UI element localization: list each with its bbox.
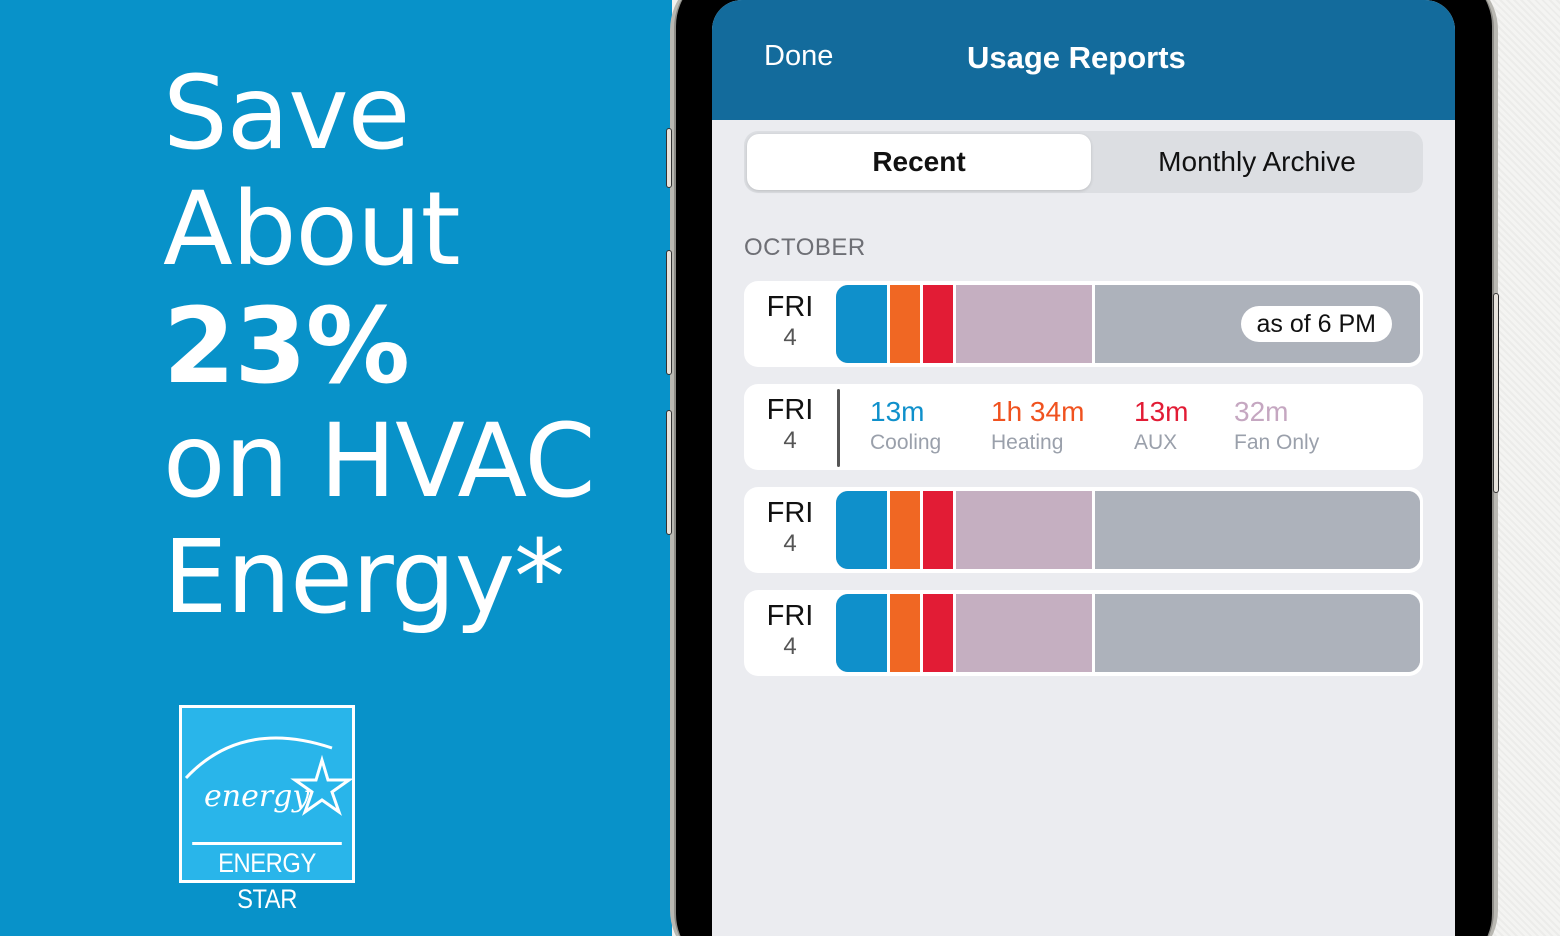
stat-label: Cooling xyxy=(870,431,942,454)
volume-up-button xyxy=(666,250,672,375)
row-divider xyxy=(837,389,840,467)
usage-row[interactable]: FRI 4 xyxy=(744,590,1423,676)
tab-monthly-archive[interactable]: Monthly Archive xyxy=(1158,146,1356,177)
bar-segment-cooling xyxy=(836,594,890,672)
energy-star-label: ENERGY STAR xyxy=(192,842,342,914)
section-header-month: OCTOBER xyxy=(744,234,866,261)
stat-value: 32m xyxy=(1234,396,1289,427)
stat-label: AUX xyxy=(1134,431,1178,454)
stat-aux: 13m AUX xyxy=(1134,396,1188,458)
day-of-week: FRI xyxy=(766,600,814,632)
bar-segment-fan-only xyxy=(956,594,1095,672)
stat-label: Heating xyxy=(991,431,1064,454)
tab-recent[interactable]: Recent xyxy=(747,134,1091,190)
day-number: 4 xyxy=(783,633,797,660)
bar-segment-off xyxy=(1095,491,1420,569)
bar-segment-fan-only xyxy=(956,491,1095,569)
day-number: 4 xyxy=(783,530,797,557)
volume-down-button xyxy=(666,410,672,535)
bar-segment-cooling xyxy=(836,491,890,569)
stat-heating: 1h 34m Heating xyxy=(991,396,1084,458)
day-of-week: FRI xyxy=(766,497,814,529)
stat-value: 13m xyxy=(1134,396,1189,427)
stat-cooling: 13m Cooling xyxy=(870,396,941,458)
bar-segment-fan-only xyxy=(956,285,1095,363)
bar-segment-aux xyxy=(923,594,956,672)
wall-background xyxy=(1490,0,1560,936)
page-title: Usage Reports xyxy=(967,40,1186,75)
day-number: 4 xyxy=(783,324,797,351)
bar-segment-aux xyxy=(923,491,956,569)
mute-switch xyxy=(666,128,672,188)
stat-value: 1h 34m xyxy=(991,396,1085,427)
headline-line-4: on HVAC xyxy=(163,402,596,521)
usage-bar xyxy=(836,491,1420,569)
promo-headline: Save About 23% on HVAC Energy* xyxy=(163,54,596,637)
usage-detail-row[interactable]: FRI 4 13m Cooling 1h 34m Heating 13m AUX… xyxy=(744,384,1423,470)
day-of-week: FRI xyxy=(766,291,814,323)
done-button[interactable]: Done xyxy=(764,40,834,72)
stat-value: 13m xyxy=(870,396,925,427)
as-of-badge: as of 6 PM xyxy=(1240,306,1392,342)
energy-star-icon: energy xyxy=(184,736,352,816)
bar-segment-heating xyxy=(890,285,923,363)
row-date: FRI 4 xyxy=(744,600,836,662)
row-date: FRI 4 xyxy=(744,291,836,353)
row-date: FRI 4 xyxy=(744,394,836,456)
energy-star-logo: energy ENERGY STAR xyxy=(179,705,355,914)
usage-row[interactable]: FRI 4 xyxy=(744,487,1423,573)
day-of-week: FRI xyxy=(766,394,814,426)
svg-text:energy: energy xyxy=(204,779,310,814)
headline-savings-percent: 23% xyxy=(163,285,410,407)
headline-line-2: About xyxy=(163,170,461,289)
usage-bar xyxy=(836,594,1420,672)
row-date: FRI 4 xyxy=(744,497,836,559)
usage-row[interactable]: FRI 4 as of 6 PM xyxy=(744,281,1423,367)
day-number: 4 xyxy=(783,427,797,454)
bar-segment-heating xyxy=(890,491,923,569)
nav-bar: Done Usage Reports xyxy=(712,0,1455,120)
stat-fan-only: 32m Fan Only xyxy=(1234,396,1319,458)
usage-bar: as of 6 PM xyxy=(836,285,1420,363)
promo-panel: Save About 23% on HVAC Energy* energy EN… xyxy=(0,0,672,936)
bar-segment-cooling xyxy=(836,285,890,363)
phone-screen: Done Usage Reports Recent Monthly Archiv… xyxy=(712,0,1455,936)
headline-line-5: Energy* xyxy=(163,518,565,637)
bar-segment-heating xyxy=(890,594,923,672)
segmented-control: Recent Monthly Archive xyxy=(744,131,1423,193)
bar-segment-aux xyxy=(923,285,956,363)
bar-segment-off xyxy=(1095,594,1420,672)
stat-label: Fan Only xyxy=(1234,431,1320,454)
power-button xyxy=(1493,293,1499,493)
headline-line-1: Save xyxy=(163,54,410,173)
